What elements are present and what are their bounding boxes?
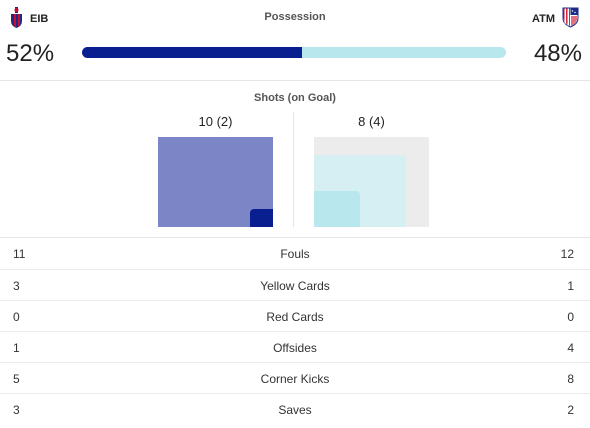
stat-row: 0 Red Cards 0 [0,300,590,331]
stat-label: Fouls [280,247,310,261]
away-shots-box [314,137,429,227]
stat-home-value: 1 [13,341,20,355]
stat-home-value: 3 [13,403,20,417]
away-possession-value: 48% [533,40,582,67]
home-shots-count: 10 (2) [198,114,233,129]
atletico-crest-icon [562,7,579,28]
stat-label: Yellow Cards [260,279,330,293]
stat-label: Corner Kicks [260,372,330,386]
home-team-abbr: EIB [30,13,49,25]
stat-label: Offsides [273,341,317,355]
shots-title: Shots (on Goal) [254,92,336,104]
stat-row: 5 Corner Kicks 8 [0,362,590,393]
stat-label: Saves [278,403,312,417]
stat-label: Red Cards [266,310,324,324]
section-divider [0,80,590,81]
stat-away-value: 1 [567,279,574,293]
stat-row: 3 Yellow Cards 1 [0,269,590,300]
stat-away-value: 0 [567,310,574,324]
home-possession-fill [82,47,303,58]
home-possession-value: 52% [6,40,55,67]
away-shots-count: 8 (4) [358,114,385,129]
away-possession-fill [302,47,506,58]
possession-title: Possession [264,11,326,23]
away-team-abbr: ATM [531,13,555,25]
stat-home-value: 5 [13,372,20,386]
home-shots-on-goal-fill [250,209,273,227]
stat-away-value: 8 [567,372,574,386]
away-shots-on-goal-fill [314,191,360,227]
stat-row: 1 Offsides 4 [0,331,590,362]
stat-home-value: 11 [13,247,26,261]
home-team-logo [9,7,24,29]
stat-away-value: 4 [567,341,574,355]
stat-home-value: 0 [13,310,20,324]
stat-home-value: 3 [13,279,20,293]
home-shots-box [158,137,273,227]
stat-away-value: 2 [567,403,574,417]
possession-bar [82,47,506,58]
stat-away-value: 12 [560,247,574,261]
section-divider [0,237,590,238]
stat-row: 3 Saves 2 [0,393,590,424]
eibar-crest-icon [11,7,22,28]
stat-row: 11 Fouls 12 [0,238,590,269]
shots-separator [293,112,294,227]
away-team-logo [562,6,579,28]
